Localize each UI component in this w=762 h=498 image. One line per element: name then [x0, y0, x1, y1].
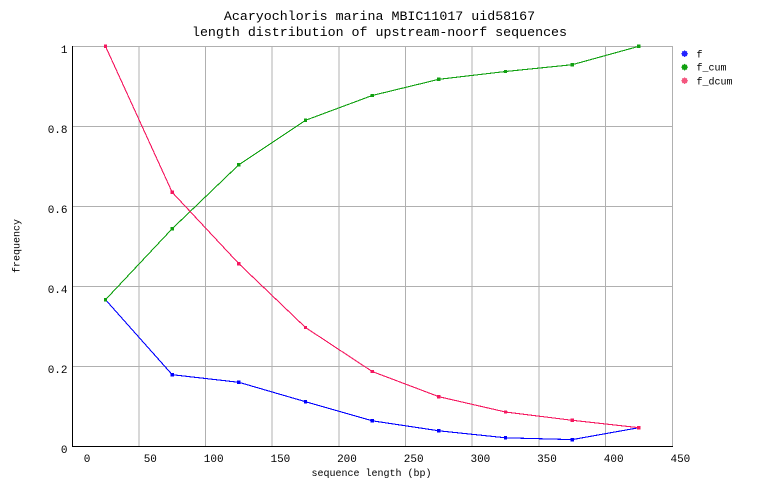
- svg-text:length distribution of upstrea: length distribution of upstream-noorf se…: [192, 25, 567, 40]
- svg-text:0.2: 0.2: [48, 365, 68, 377]
- svg-text:150: 150: [270, 454, 290, 466]
- svg-text:300: 300: [470, 454, 490, 466]
- svg-text:400: 400: [604, 454, 624, 466]
- svg-text:450: 450: [670, 454, 690, 466]
- svg-text:f: f: [697, 49, 703, 61]
- svg-text:f_cum: f_cum: [697, 63, 727, 75]
- svg-text:0.6: 0.6: [48, 205, 68, 217]
- svg-text:0.8: 0.8: [48, 125, 68, 137]
- svg-text:frequency: frequency: [12, 219, 24, 273]
- svg-text:0: 0: [61, 445, 68, 457]
- svg-text:200: 200: [337, 454, 357, 466]
- svg-text:50: 50: [144, 454, 157, 466]
- svg-text:1: 1: [61, 45, 68, 57]
- svg-text:Acaryochloris marina MBIC11017: Acaryochloris marina MBIC11017 uid58167: [224, 9, 535, 24]
- svg-text:0.4: 0.4: [48, 285, 68, 297]
- svg-text:250: 250: [404, 454, 424, 466]
- svg-text:100: 100: [204, 454, 224, 466]
- svg-text:sequence length (bp): sequence length (bp): [311, 468, 431, 480]
- svg-text:0: 0: [84, 454, 91, 466]
- svg-text:350: 350: [537, 454, 557, 466]
- svg-text:f_dcum: f_dcum: [697, 76, 733, 88]
